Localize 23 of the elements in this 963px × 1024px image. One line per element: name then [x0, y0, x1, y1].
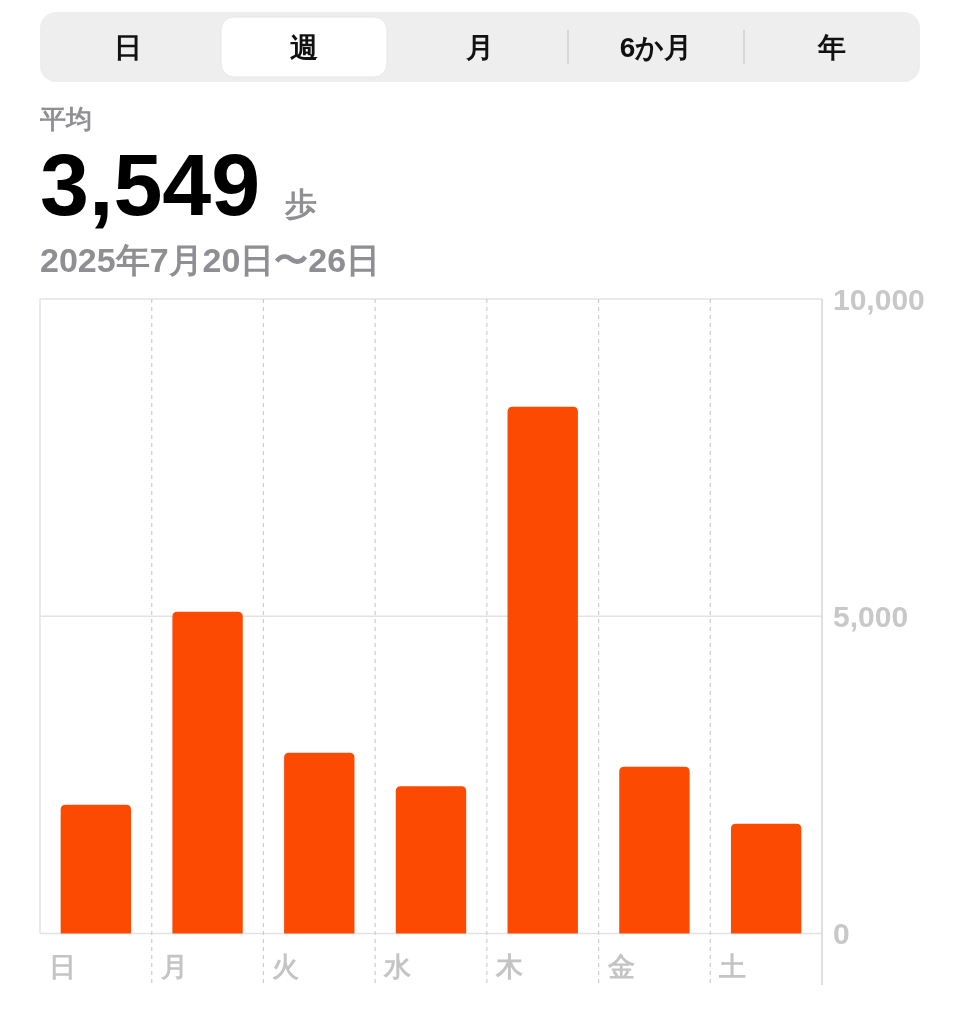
x-tick-label: 金 — [606, 952, 635, 982]
bar — [619, 766, 690, 934]
caption: 平均 — [40, 104, 92, 134]
x-tick-label: 土 — [718, 952, 747, 982]
bar — [284, 752, 355, 934]
header: 日 週 月 6か月 年 平均 3,549 歩 2025年7月20日〜26日 — [40, 12, 920, 279]
tab-label: 月 — [466, 32, 494, 63]
x-tick-label: 水 — [383, 952, 413, 982]
chart-subtitle: 2025年7月20日〜26日 — [40, 241, 381, 279]
tab-label: 年 — [818, 32, 846, 63]
bar — [60, 804, 132, 934]
bar — [730, 823, 802, 934]
x-tick-label: 日 — [49, 952, 76, 982]
tab-selected: 週 — [220, 16, 388, 78]
x-tick-label: 火 — [272, 952, 301, 982]
x-tick-label: 木 — [494, 952, 524, 982]
bar — [395, 786, 467, 934]
x-tick-label: 月 — [159, 952, 188, 982]
bar — [172, 611, 243, 934]
bar — [507, 406, 578, 934]
tab-label: 6か月 — [619, 32, 693, 63]
chart-title: 3,549 歩 — [40, 135, 317, 234]
tab-label: 日 — [114, 32, 142, 63]
